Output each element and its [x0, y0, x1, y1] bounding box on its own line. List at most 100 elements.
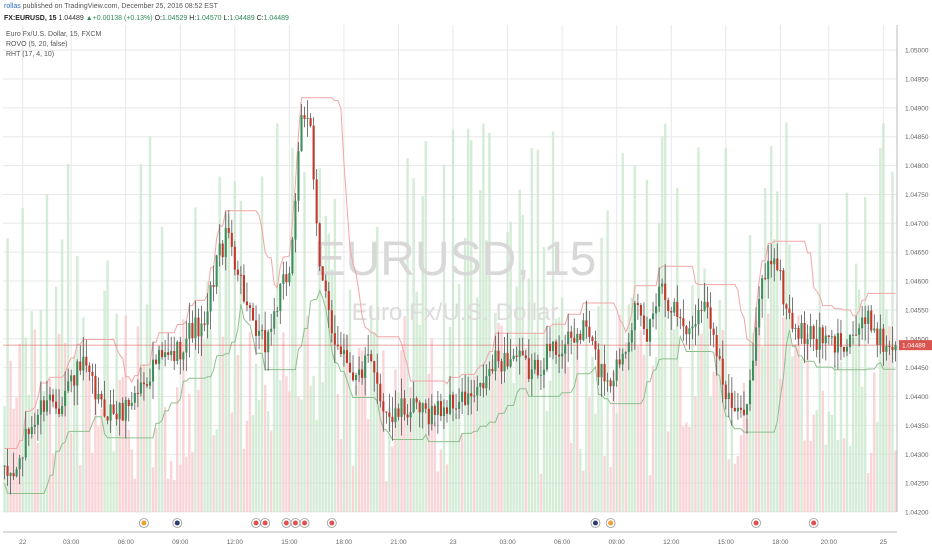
candle-body — [794, 327, 797, 329]
candle-body — [709, 307, 712, 329]
time-tick-label: 21:00 — [390, 539, 407, 546]
candle — [621, 348, 624, 371]
legend-indicator-rovo[interactable]: ROVO (5, 20, false) — [6, 41, 68, 48]
candle — [870, 304, 873, 333]
volume-bar — [300, 399, 303, 512]
volume-bar — [348, 289, 352, 512]
legend-indicator-rht[interactable]: RHT (17, 4, 10) — [6, 51, 55, 58]
candle — [224, 211, 227, 271]
candle — [145, 377, 149, 389]
volume-bar — [433, 422, 437, 512]
author-link[interactable]: rollas — [4, 3, 21, 10]
candle-body — [464, 391, 467, 405]
candle — [788, 294, 791, 320]
candle-body — [761, 278, 764, 299]
candle-body — [258, 330, 261, 336]
candle — [591, 335, 594, 346]
candle-body — [839, 333, 842, 347]
event-flag-icon — [592, 520, 598, 526]
candle-body — [715, 334, 718, 357]
candle-body — [136, 392, 139, 394]
candle-body — [197, 317, 200, 337]
volume-bar — [442, 164, 446, 513]
candle-body — [273, 311, 276, 329]
volume-bar — [321, 381, 324, 512]
volume-bar — [751, 332, 755, 512]
volume-bar — [524, 348, 527, 512]
candle-body — [364, 355, 367, 378]
candle — [879, 314, 882, 354]
candle — [45, 380, 49, 416]
candle-body — [64, 390, 67, 407]
candle — [845, 339, 849, 357]
candle-body — [348, 362, 352, 373]
candle — [12, 452, 15, 481]
candle-body — [767, 260, 770, 280]
chart-frame[interactable]: EURUSD, 15 Euro Fx/U.S. Dollar 1.04200 1.04… — [0, 25, 932, 550]
candle — [254, 305, 258, 355]
volume-bar — [491, 358, 494, 512]
candle-body — [818, 327, 821, 350]
volume-bar — [254, 363, 258, 512]
volume-bar — [827, 411, 831, 512]
candle — [264, 311, 267, 371]
candle-body — [782, 270, 785, 305]
volume-bar — [179, 464, 182, 512]
candle — [848, 334, 852, 354]
candle-body — [221, 243, 224, 258]
candle-body — [697, 310, 700, 325]
volume-bar — [712, 371, 715, 512]
candle — [351, 355, 355, 382]
candle-body — [836, 333, 839, 353]
candle — [724, 380, 727, 410]
volume-bar — [157, 345, 161, 512]
volume-bar — [551, 131, 555, 513]
volume-bar — [121, 377, 124, 512]
legend-instrument[interactable]: Euro Fx/U.S. Dollar, 15, FXCM — [6, 31, 102, 38]
volume-bar — [554, 318, 558, 512]
price-tick-label: 1.04800 — [905, 163, 929, 170]
volume-bar — [660, 136, 664, 512]
volume-bar — [336, 394, 340, 512]
volume-bar — [533, 332, 537, 512]
candle — [615, 350, 618, 387]
candle-body — [442, 407, 445, 417]
price-tick-label: 1.04700 — [905, 221, 929, 228]
candle-body — [109, 404, 112, 421]
candle — [824, 325, 827, 361]
candle-body — [203, 323, 206, 325]
candle — [415, 396, 418, 410]
candle — [755, 307, 758, 367]
candle-body — [212, 285, 215, 287]
volume-bar — [573, 327, 576, 512]
candle-body — [691, 326, 694, 329]
candle-body — [85, 356, 88, 366]
candle-body — [76, 361, 79, 386]
volume-bar — [306, 315, 309, 512]
candle-body — [700, 310, 703, 312]
time-tick-label: 06:00 — [118, 539, 135, 546]
open-value: 1.04529 — [161, 15, 188, 22]
candle-body — [24, 428, 27, 458]
candle — [142, 372, 145, 401]
candle — [712, 322, 715, 348]
candle — [467, 376, 470, 416]
candle-body — [51, 394, 55, 402]
price-axis[interactable]: 1.04200 1.04250 1.04300 1.04350 1.04400 1.044… — [899, 48, 932, 517]
volume-bar — [779, 378, 782, 512]
candle — [800, 314, 803, 345]
candle — [558, 335, 561, 374]
volume-bar — [130, 449, 134, 512]
time-tick-label: 03:00 — [499, 539, 516, 546]
volume-bar — [657, 223, 661, 512]
candle-body — [345, 350, 349, 363]
candle-body — [451, 394, 455, 409]
watermark-name: Euro Fx/U.S. Dollar — [352, 299, 559, 326]
candle — [473, 380, 476, 403]
candle-body — [403, 398, 406, 415]
price-tick-label: 1.04350 — [905, 423, 929, 430]
volume-bar — [30, 311, 34, 512]
time-axis[interactable]: 22 03:00 06:00 09:00 12:00 15:00 18:00 21:00 23 0… — [19, 539, 887, 546]
candle — [173, 336, 176, 371]
